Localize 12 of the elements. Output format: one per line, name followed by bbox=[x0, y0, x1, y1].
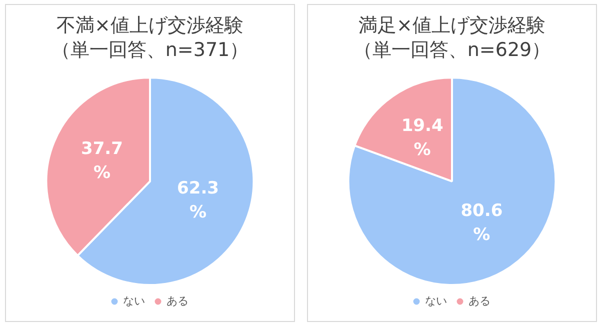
chart-title: 満足×値上げ交渉経験 bbox=[358, 14, 546, 36]
chart-subtitle: （単一回答、n=629） bbox=[353, 39, 551, 62]
legend-label: ない bbox=[425, 296, 447, 308]
legend-label: ある bbox=[166, 296, 188, 308]
chart-subtitle: （単一回答、n=371） bbox=[51, 39, 249, 62]
legend-label: ない bbox=[123, 296, 145, 308]
chart-title: 不満×値上げ交渉経験 bbox=[56, 14, 244, 36]
legend-label: ある bbox=[468, 296, 490, 308]
data-label: 80.6% bbox=[460, 201, 503, 246]
data-label: 19.4% bbox=[401, 116, 444, 160]
data-label: 37.7% bbox=[80, 139, 123, 184]
data-label: 62.3% bbox=[177, 178, 220, 222]
